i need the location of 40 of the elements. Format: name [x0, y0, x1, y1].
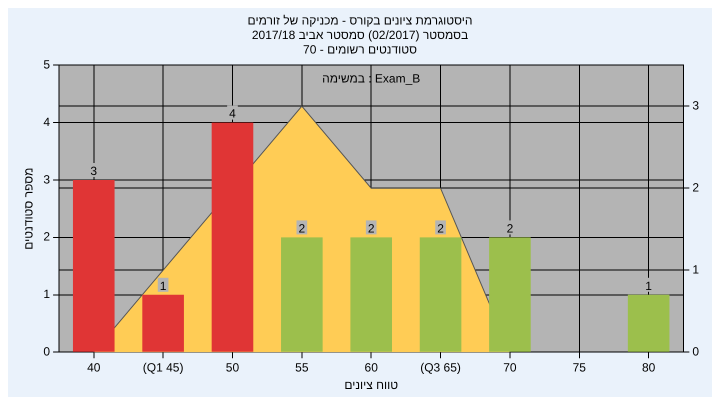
x-tick-label: 40 [87, 360, 101, 375]
annotation: במשימה : Exam_B [322, 72, 420, 86]
y2-tick-label: 3 [692, 98, 700, 113]
x-tick-label: 60 [364, 360, 378, 375]
y2-tick-label: 2 [692, 180, 700, 195]
y-tick-label: 1 [43, 287, 50, 302]
x-tick-label: 70 [503, 360, 517, 375]
y-tick-label: 4 [43, 114, 50, 129]
x-tick-label: 55 [295, 360, 309, 375]
x-axis-title: טווח ציונים [344, 378, 398, 392]
data-label: 2 [368, 221, 375, 236]
data-label: 2 [437, 221, 444, 236]
data-label: 4 [229, 106, 236, 121]
bar [489, 237, 531, 352]
y-tick-label: 2 [43, 230, 50, 244]
data-label: 2 [298, 221, 306, 236]
data-label: 1 [645, 278, 652, 293]
y-tick-label: 0 [43, 344, 50, 359]
data-label: 3 [90, 164, 98, 178]
y-tick-label: 3 [43, 172, 50, 186]
x-tick-label: 75 [572, 360, 586, 375]
data-label: 2 [506, 221, 514, 236]
y2-tick-label: 0 [692, 344, 700, 359]
x-tick-label: (Q1 45) [142, 360, 184, 375]
chart-title: היסטוגרמת ציונים בקורס - מכניקה של זורמים [248, 14, 472, 28]
x-tick-label: 50 [226, 360, 240, 375]
bar [281, 237, 323, 352]
bar [142, 294, 184, 352]
bar [420, 237, 462, 352]
y2-tick-label: 1 [692, 262, 700, 277]
bar [212, 122, 254, 352]
y-axis-title: מספר סטודנטים [22, 168, 36, 250]
x-tick-label: 80 [642, 360, 656, 375]
x-tick-label: (Q3 65) [420, 360, 461, 375]
bar [628, 294, 670, 352]
data-label: 1 [160, 278, 167, 293]
bar [72, 180, 115, 352]
bar [350, 237, 392, 352]
chart-subtitle: בסמסטר (02/2017) סמסטר אביב 2017/18 סטודנטים רשומים - 70 [252, 28, 468, 56]
y-tick-label: 5 [43, 58, 50, 72]
